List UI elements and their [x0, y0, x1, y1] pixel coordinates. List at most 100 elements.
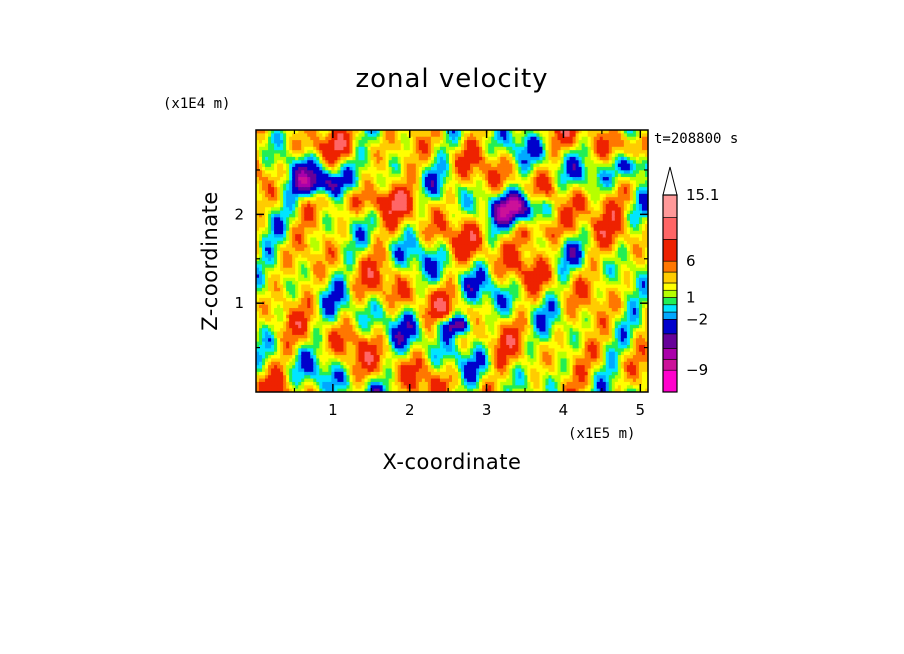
field-cell [274, 361, 278, 366]
field-cell [256, 365, 260, 370]
field-cell [397, 267, 402, 272]
field-cell [352, 324, 357, 329]
field-cell [319, 358, 323, 363]
field-cell [397, 331, 402, 336]
field-cell [292, 193, 296, 198]
field-cell [319, 287, 323, 292]
field-cell [385, 368, 390, 373]
field-cell [259, 203, 263, 208]
field-cell [388, 153, 393, 158]
field-cell [331, 166, 335, 171]
field-cell [271, 348, 275, 353]
field-cell [310, 368, 314, 373]
field-cell [409, 173, 414, 178]
field-cell [334, 173, 339, 178]
field-cell [313, 170, 317, 175]
field-cell [277, 146, 281, 151]
field-cell [334, 301, 339, 306]
field-cell [394, 351, 399, 356]
field-cell [403, 210, 408, 215]
field-cell [307, 351, 311, 356]
field-cell [283, 334, 287, 339]
field-cell [289, 297, 293, 302]
field-cell [385, 308, 390, 312]
field-cell [340, 351, 345, 356]
field-cell [406, 220, 411, 225]
field-cell [358, 388, 363, 392]
field-cell [355, 301, 360, 306]
field-cell [346, 203, 351, 208]
field-cell [391, 365, 396, 370]
field-cell [346, 297, 351, 302]
field-cell [313, 166, 317, 171]
field-cell [385, 244, 390, 249]
field-cell [373, 170, 378, 175]
field-cell [307, 318, 311, 323]
field-cell [403, 160, 408, 165]
field-cell [409, 207, 414, 212]
field-cell [325, 358, 329, 363]
field-cell [310, 153, 314, 158]
field-cell [412, 130, 417, 134]
field-cell [283, 378, 287, 383]
field-cell [409, 136, 414, 141]
field-cell [337, 193, 342, 198]
field-cell [391, 210, 396, 215]
field-cell [319, 163, 323, 168]
field-cell [367, 180, 372, 185]
field-cell [394, 140, 399, 145]
field-cell [322, 156, 326, 161]
field-cell [265, 331, 269, 336]
field-cell [388, 136, 393, 141]
field-cell [382, 187, 387, 192]
field-cell [334, 297, 339, 302]
field-cell [268, 344, 272, 349]
field-cell [256, 344, 260, 349]
field-cell [298, 297, 302, 302]
field-cell [334, 334, 339, 339]
field-cell [283, 321, 287, 326]
field-cell [364, 375, 369, 380]
field-cell [328, 140, 332, 145]
field-cell [277, 160, 281, 165]
field-cell [277, 318, 281, 323]
field-cell [322, 348, 326, 353]
field-cell [397, 388, 402, 392]
field-cell [331, 301, 335, 306]
field-cell [307, 277, 311, 282]
field-cell [373, 365, 378, 370]
field-cell [280, 318, 284, 323]
field-cell [367, 234, 372, 239]
field-cell [307, 224, 311, 229]
field-cell [319, 234, 323, 239]
field-cell [409, 163, 414, 168]
field-cell [403, 173, 408, 178]
field-cell [397, 314, 402, 319]
field-cell [292, 156, 296, 161]
field-cell [319, 304, 323, 309]
field-cell [304, 304, 308, 309]
field-cell [382, 281, 387, 286]
field-cell [370, 294, 375, 299]
field-cell [274, 271, 278, 276]
field-cell [406, 321, 411, 326]
field-cell [301, 150, 305, 155]
field-cell [265, 358, 269, 363]
field-cell [400, 250, 405, 255]
field-cell [274, 190, 278, 195]
field-cell [364, 257, 369, 262]
field-cell [388, 257, 393, 262]
field-cell [271, 224, 275, 229]
field-cell [259, 237, 263, 242]
field-cell [352, 207, 357, 212]
field-cell [379, 136, 384, 141]
field-cell [406, 381, 411, 386]
field-cell [355, 244, 360, 249]
field-cell [274, 133, 278, 138]
field-cell [271, 355, 275, 360]
field-cell [256, 217, 260, 222]
field-cell [268, 207, 272, 212]
field-cell [334, 277, 339, 282]
field-cell [298, 133, 302, 138]
field-cell [295, 230, 299, 235]
